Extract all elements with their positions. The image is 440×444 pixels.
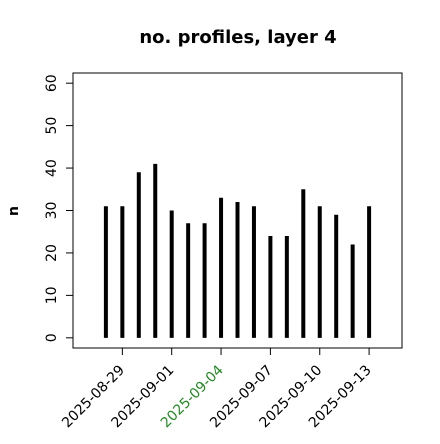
y-axis-label: n: [6, 206, 22, 216]
y-tick-label: 0: [44, 333, 60, 342]
y-tick-label: 60: [44, 74, 60, 92]
y-tick-label: 20: [44, 244, 60, 262]
y-tick-label: 40: [44, 159, 60, 177]
chart-title: no. profiles, layer 4: [139, 27, 336, 48]
y-tick-label: 30: [44, 202, 60, 220]
y-tick-label: 10: [44, 286, 60, 304]
y-tick-label: 50: [44, 117, 60, 135]
